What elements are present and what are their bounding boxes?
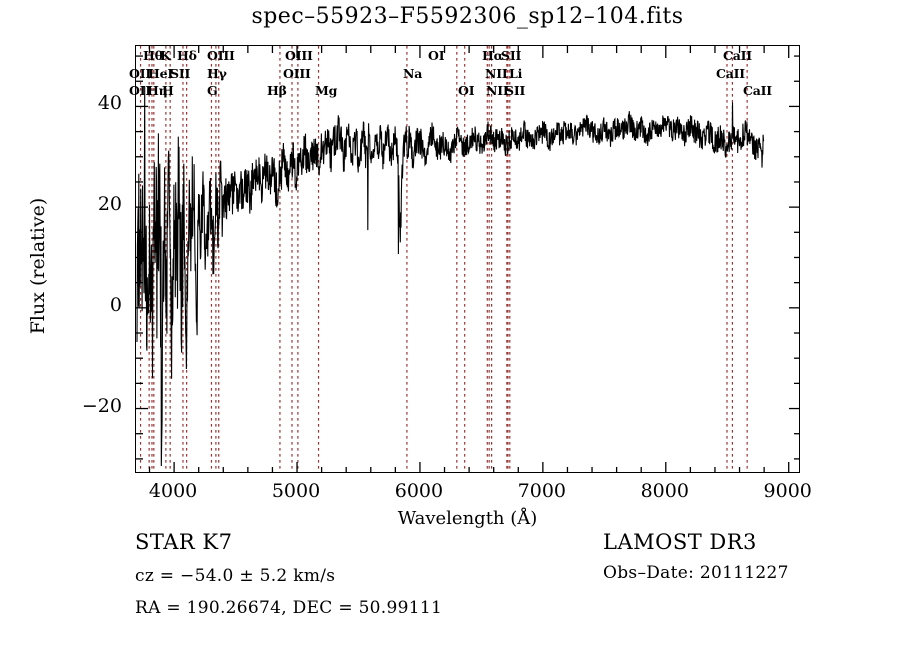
spectral-line-label-OI-5: OI — [428, 48, 445, 63]
spectrum-trace — [136, 86, 765, 467]
spectral-line-label-OII-9: OII — [129, 66, 151, 81]
x-tick-label-6000: 6000 — [394, 480, 444, 502]
x-tick-label-8000: 8000 — [640, 480, 689, 502]
spectral-line-label-H-0: Hθ — [143, 48, 163, 63]
y-tick-label-20: 20 — [97, 193, 122, 216]
page-title: spec–55923–F5592306_sp12–104.fits — [251, 4, 684, 29]
spectral-line-label-OII-18: OII — [129, 83, 151, 98]
y-tick-label-40: 40 — [97, 92, 122, 115]
spectral-line-label-Mg-23: Mg — [315, 83, 338, 98]
spectral-line-label-K-1: K — [160, 48, 171, 63]
x-tick-label-4000: 4000 — [148, 480, 198, 502]
coordinates: RA = 190.26674, DEC = 50.99111 — [135, 598, 443, 618]
spectral-line-label-G-21: G — [207, 83, 218, 98]
x-tick-label-7000: 7000 — [517, 480, 567, 502]
object-classification: STAR K7 — [135, 530, 233, 554]
spectral-line-markers — [139, 46, 748, 472]
spectral-line-label-H-6: Hα — [482, 48, 504, 63]
spectral-line-label-H-22: Hβ — [267, 83, 287, 98]
survey-name: LAMOST DR3 — [603, 530, 757, 554]
observation-date: Obs–Date: 20111227 — [603, 563, 789, 583]
x-tick-label-9000: 9000 — [763, 480, 812, 502]
spectral-line-label-OIII-4: OIII — [285, 48, 313, 63]
spectral-line-label-NII-15: NII — [485, 66, 508, 81]
spectral-line-label-H-12: Hγ — [207, 66, 227, 81]
spectral-line-label-SII-26: SII — [505, 83, 526, 98]
y-axis-title: Flux (relative) — [27, 197, 49, 335]
spectral-line-label-Na-14: Na — [403, 66, 423, 81]
radial-velocity: cz = −54.0 ± 5.2 km/s — [135, 566, 336, 586]
spectral-line-label-NII-25: NII — [486, 83, 509, 98]
footer-left-block: STAR K7 cz = −54.0 ± 5.2 km/s RA = 190.2… — [135, 530, 442, 618]
spectral-line-label-H-20: H — [162, 83, 174, 98]
x-tick-label-5000: 5000 — [271, 480, 321, 502]
spectral-line-label-OIII-3: OIII — [207, 48, 235, 63]
spectrum-canvas — [136, 46, 799, 472]
spectral-line-label-OI-24: OI — [458, 83, 475, 98]
spectral-line-label-SII-7: SII — [501, 48, 522, 63]
spectral-line-label-H-19: Hη — [147, 83, 168, 98]
spectral-line-label-Li-16: Li — [509, 66, 523, 81]
axis-ticks — [136, 46, 799, 472]
spectral-line-label-HeI-10: HeI — [148, 66, 174, 81]
plot-area — [135, 45, 800, 473]
spectral-line-label-CaII-17: CaII — [716, 66, 745, 81]
spectral-line-label-SII-11: SII — [170, 66, 191, 81]
spectral-line-label-CaII-8: CaII — [723, 48, 752, 63]
spectral-line-label-H-2: Hδ — [177, 48, 197, 63]
spectral-line-label-OIII-13: OIII — [283, 66, 311, 81]
spectral-line-label-CaII-27: CaII — [743, 83, 772, 98]
y-tick-label-minus20: −20 — [81, 394, 122, 417]
footer-right-block: LAMOST DR3 Obs–Date: 20111227 — [603, 530, 789, 583]
y-tick-label-0: 0 — [109, 293, 122, 316]
x-axis-title: Wavelength (Å) — [397, 508, 538, 529]
